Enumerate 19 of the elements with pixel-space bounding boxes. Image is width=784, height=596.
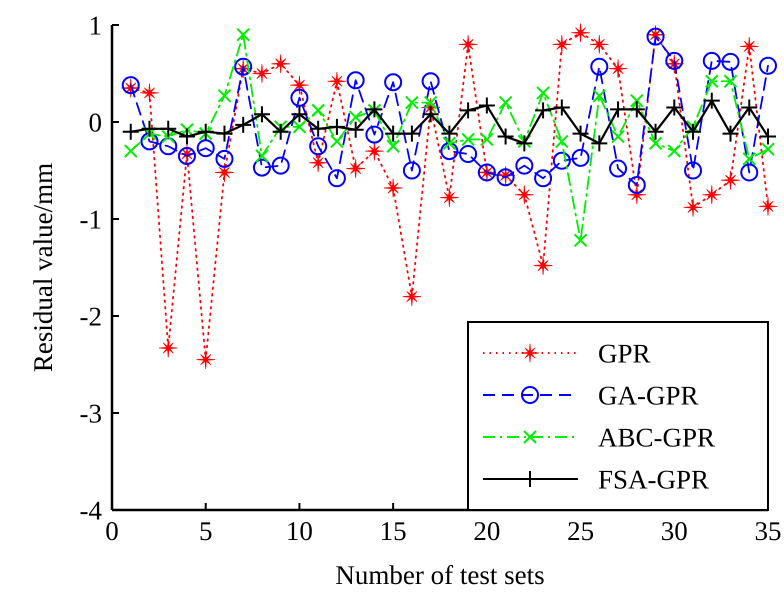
- y-tick-label: 1: [88, 10, 102, 40]
- y-tick-label: 0: [88, 107, 102, 138]
- x-tick-label: 25: [567, 516, 594, 546]
- legend-label: FSA-GPR: [598, 464, 710, 494]
- y-tick-label: -2: [80, 301, 102, 332]
- y-tick-label: -3: [80, 398, 102, 428]
- legend-label: GA-GPR: [598, 380, 699, 410]
- legend-label: GPR: [598, 338, 651, 368]
- legend-label: ABC-GPR: [598, 422, 716, 452]
- y-axis-title: Residual value/mm: [28, 162, 58, 372]
- x-tick-label: 5: [198, 516, 212, 546]
- x-tick-label: 35: [754, 516, 782, 546]
- x-tick-label: 10: [286, 516, 313, 546]
- y-tick-label: -1: [80, 204, 102, 234]
- x-axis-title: Number of test sets: [335, 560, 545, 590]
- x-tick-label: 30: [660, 516, 688, 546]
- x-tick-label: 15: [380, 516, 407, 546]
- x-tick-label: 20: [473, 516, 500, 546]
- y-tick-label: -4: [80, 495, 102, 526]
